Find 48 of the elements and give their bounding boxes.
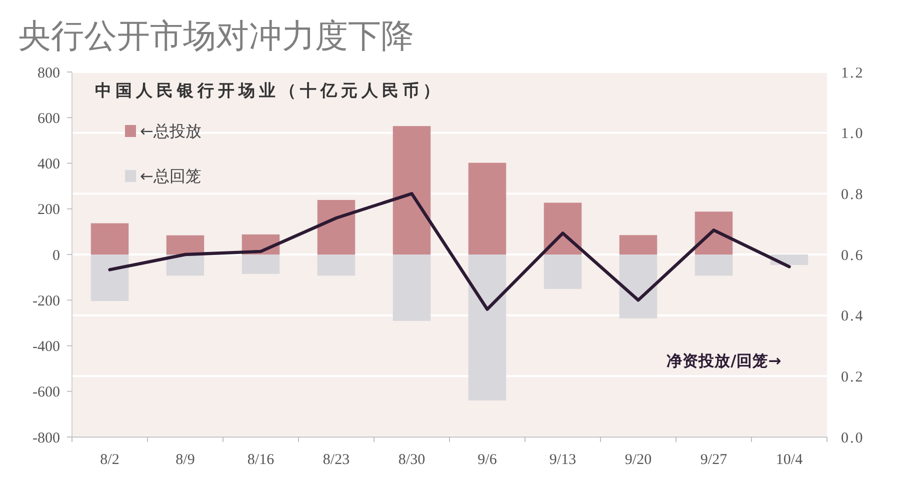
- y2-tick-label: 0.6: [841, 248, 864, 264]
- legend-label: ←总回笼: [140, 166, 202, 186]
- x-tick-label: 8/9: [176, 452, 195, 468]
- y-tick-label: 200: [38, 202, 60, 218]
- x-tick-label: 8/2: [100, 452, 120, 468]
- bar: [694, 212, 733, 254]
- line-series: [108, 192, 791, 311]
- y-tick-label: -400: [32, 339, 60, 355]
- bar: [392, 126, 431, 254]
- x-tick-label: 8/30: [398, 452, 426, 468]
- x-tick-label: 9/13: [549, 452, 576, 468]
- legend-label: ←总投放: [140, 122, 202, 141]
- bar: [694, 254, 733, 276]
- y2-tick-label: 0.4: [841, 308, 864, 325]
- bar: [242, 254, 280, 274]
- y-tick-label: 600: [38, 110, 60, 127]
- text: 净资投放/回笼→: [666, 352, 782, 370]
- bar: [544, 254, 582, 289]
- y2-tick-label: 0.2: [841, 369, 864, 386]
- bar: [166, 235, 204, 254]
- y-tick-label: -800: [32, 430, 60, 446]
- y2-tick-label: 0.0: [841, 430, 864, 446]
- chart-title: 央行公开市场对冲力度下降: [18, 16, 414, 55]
- bar: [392, 254, 431, 321]
- x-tick-label: 8/16: [247, 452, 275, 468]
- bar: [619, 235, 658, 254]
- bar: [468, 162, 506, 254]
- bar: [317, 200, 356, 254]
- bar: [90, 223, 129, 254]
- y-tick-label: 0: [52, 248, 60, 264]
- bar: [90, 254, 129, 302]
- bar: [619, 254, 658, 318]
- bar: [317, 254, 356, 276]
- y-tick-label: 400: [38, 156, 60, 172]
- bar: [544, 202, 582, 254]
- y-tick-label: 800: [38, 65, 60, 82]
- y2-tick-label: 0.8: [841, 186, 864, 203]
- x-tick-label: 9/6: [478, 452, 498, 468]
- text: 中国人民银行开场业（十亿元人民币）: [95, 81, 444, 100]
- x-tick-label: 9/20: [624, 452, 652, 468]
- y2-tick-label: 1.0: [841, 126, 864, 142]
- bar: [468, 254, 506, 400]
- y-tick-label: -200: [32, 293, 60, 310]
- x-tick-label: 9/27: [700, 452, 728, 468]
- y-tick-label: -600: [32, 384, 60, 401]
- x-tick-label: 8/23: [322, 452, 350, 468]
- x-tick-label: 10/4: [776, 452, 804, 468]
- y2-tick-label: 1.2: [841, 65, 864, 82]
